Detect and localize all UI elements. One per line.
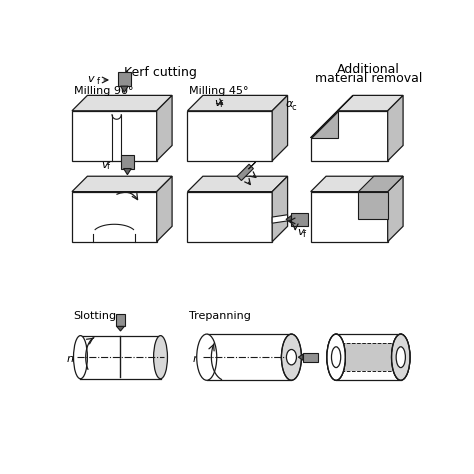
Polygon shape bbox=[310, 95, 353, 138]
Bar bbox=[118, 72, 130, 86]
Ellipse shape bbox=[73, 336, 87, 379]
Ellipse shape bbox=[327, 334, 346, 380]
Polygon shape bbox=[72, 111, 157, 161]
Ellipse shape bbox=[392, 334, 410, 380]
Ellipse shape bbox=[327, 334, 346, 380]
Polygon shape bbox=[117, 327, 124, 331]
Ellipse shape bbox=[282, 334, 301, 380]
Polygon shape bbox=[188, 95, 288, 111]
Text: n: n bbox=[193, 355, 200, 365]
Polygon shape bbox=[272, 95, 288, 161]
Polygon shape bbox=[188, 111, 272, 161]
Polygon shape bbox=[388, 95, 403, 161]
Text: v: v bbox=[214, 98, 221, 108]
Polygon shape bbox=[272, 176, 288, 242]
Text: Slotting: Slotting bbox=[73, 311, 117, 321]
Text: v: v bbox=[298, 227, 304, 237]
Polygon shape bbox=[310, 111, 388, 161]
Ellipse shape bbox=[331, 347, 341, 367]
Polygon shape bbox=[188, 191, 272, 242]
Text: f: f bbox=[97, 77, 100, 86]
Polygon shape bbox=[310, 191, 388, 242]
Polygon shape bbox=[72, 95, 172, 111]
Polygon shape bbox=[157, 176, 172, 242]
Polygon shape bbox=[272, 215, 288, 223]
Text: α: α bbox=[286, 99, 293, 109]
Ellipse shape bbox=[396, 347, 405, 367]
Text: Milling 90°: Milling 90° bbox=[73, 86, 133, 96]
Ellipse shape bbox=[392, 334, 410, 380]
Bar bbox=[116, 314, 125, 327]
Ellipse shape bbox=[197, 334, 217, 380]
Ellipse shape bbox=[286, 349, 296, 365]
Polygon shape bbox=[388, 176, 403, 242]
Text: v: v bbox=[101, 160, 108, 170]
Bar bbox=[303, 353, 319, 362]
Polygon shape bbox=[248, 162, 255, 169]
Polygon shape bbox=[310, 111, 337, 138]
Polygon shape bbox=[72, 191, 157, 242]
Polygon shape bbox=[358, 191, 388, 219]
Polygon shape bbox=[72, 176, 172, 191]
Ellipse shape bbox=[282, 343, 301, 371]
Polygon shape bbox=[120, 86, 128, 92]
Polygon shape bbox=[188, 176, 288, 191]
Polygon shape bbox=[310, 176, 403, 191]
Polygon shape bbox=[337, 95, 403, 111]
Text: v: v bbox=[87, 74, 93, 84]
Polygon shape bbox=[157, 95, 172, 161]
Text: material removal: material removal bbox=[315, 72, 422, 85]
Bar bbox=[336, 334, 401, 380]
Text: Milling 45°: Milling 45° bbox=[189, 86, 248, 96]
Polygon shape bbox=[358, 176, 403, 191]
Bar bbox=[207, 334, 292, 380]
Text: Kerf cutting: Kerf cutting bbox=[124, 66, 197, 79]
Polygon shape bbox=[286, 216, 292, 223]
Bar bbox=[81, 336, 161, 379]
Bar bbox=[121, 155, 134, 169]
Text: c: c bbox=[292, 103, 296, 112]
Text: f: f bbox=[107, 163, 109, 172]
Text: n: n bbox=[66, 355, 73, 365]
Text: f: f bbox=[303, 230, 306, 239]
Polygon shape bbox=[124, 169, 131, 175]
Text: Additional: Additional bbox=[337, 63, 400, 76]
Text: Trepanning: Trepanning bbox=[189, 311, 251, 321]
Text: f: f bbox=[220, 100, 223, 109]
Polygon shape bbox=[298, 354, 303, 360]
Ellipse shape bbox=[154, 336, 167, 379]
Polygon shape bbox=[237, 164, 254, 181]
Bar bbox=[292, 213, 309, 226]
Bar bbox=[336, 343, 401, 371]
